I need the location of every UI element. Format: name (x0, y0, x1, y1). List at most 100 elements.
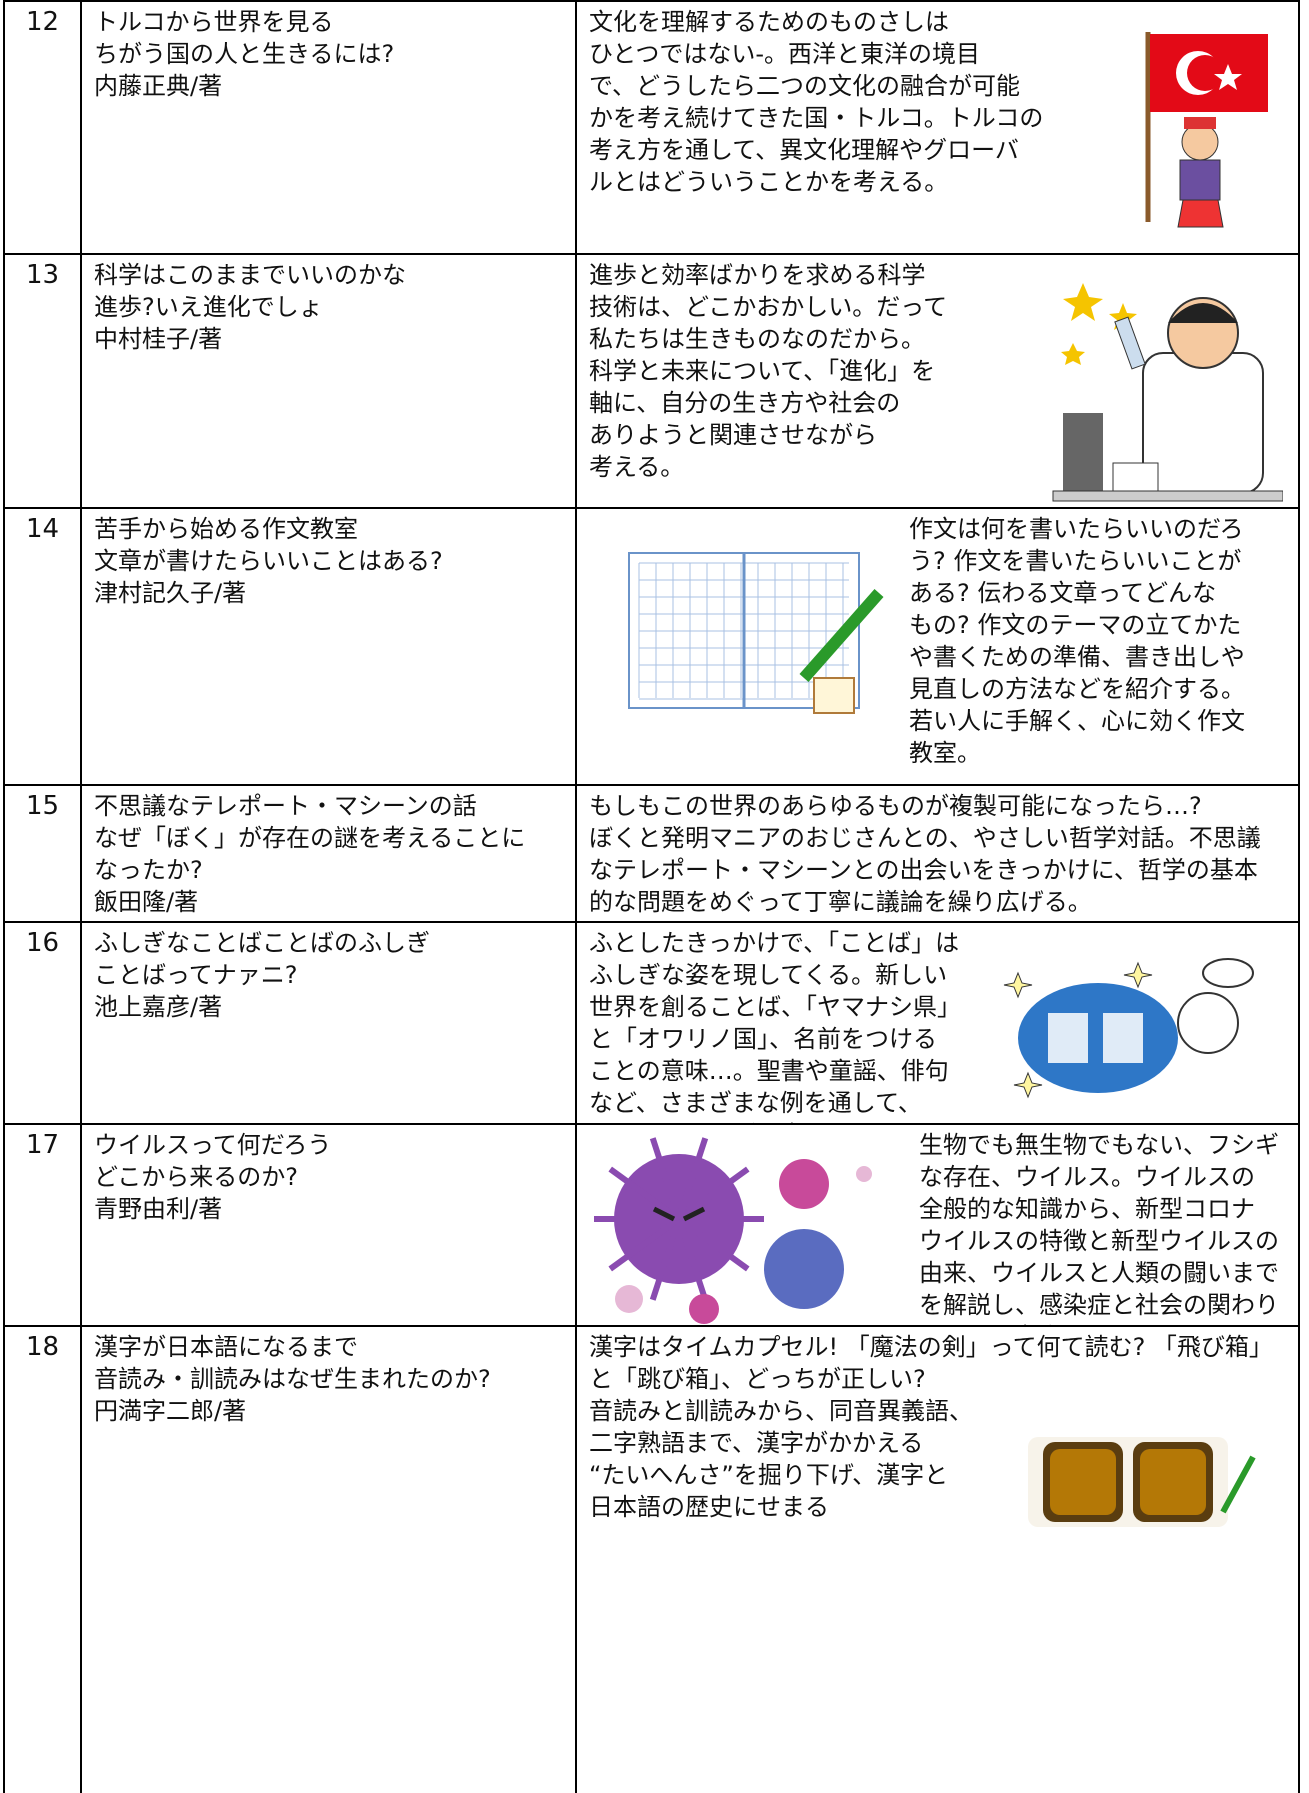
illustration (1128, 22, 1278, 240)
description-line: 進歩と効率ばかりを求める科学 (589, 261, 926, 289)
illustration (988, 943, 1278, 1121)
description-line: で、どうしたら二つの文化の融合が可能 (589, 72, 1021, 100)
description-line: ある? 伝わる文章ってどんな (909, 579, 1217, 607)
description-line: ふしぎな姿を現してくる。新しい (589, 961, 948, 989)
illustration (589, 513, 909, 769)
description-line: 文化を理解するためのものさしは (589, 8, 949, 36)
description-line: ありようと関連させながら (589, 421, 877, 449)
number-cell: 14 (5, 509, 80, 784)
number-cell: 16 (5, 923, 80, 1123)
description-line: う? 作文を書いたらいいことが (909, 547, 1242, 575)
description-line: と「跳び箱」、どっちが正しい? (589, 1365, 926, 1393)
number-cell: 13 (5, 255, 80, 507)
description-line: 世界を創ることば、「ヤマナシ県」 (589, 993, 961, 1021)
book-info-line: 池上嘉彦/著 (94, 993, 223, 1021)
illustration-art (1028, 1437, 1256, 1527)
book-info-line: 中村桂子/著 (94, 325, 223, 353)
description-line: ぼくと発明マニアのおじさんとの、やさしい哲学対話。不思議 (589, 824, 1261, 852)
description-line: と「オワリノ国」、名前をつける (589, 1025, 937, 1053)
book-info-line: 文章が書けたらいいことはある? (94, 547, 443, 575)
book-info-line: なったか? (94, 856, 203, 884)
book-info-cell: ふしぎなことばことばのふしぎ ことばってナァニ? 池上嘉彦/著 (80, 923, 575, 1123)
description-cell: 作文は何を書いたらいいのだろ う? 作文を書いたらいいことが ある? 伝わる文章って… (575, 509, 1298, 784)
table-row: 17 ウイルスって何だろう どこから来るのか? 青野由利/著 生物でも無生物でもない、フ… (5, 1123, 1298, 1325)
description-cell: 生物でも無生物でもない、フシギ な存在、ウイルス。ウイルスの 全般的な知識から、新型… (575, 1125, 1298, 1325)
table-row: 12 トルコから世界を見るちがう国の人と生きるには? 内藤正典/著 文化を理解するため… (5, 0, 1298, 253)
book-info-line: 音読み・訓読みはなぜ生まれたのか? (94, 1365, 491, 1393)
description-line: や書くための準備、書き出しや (909, 643, 1245, 671)
number-cell: 15 (5, 786, 80, 921)
book-info-line: どこから来るのか? (94, 1163, 299, 1191)
book-info-cell: 苦手から始める作文教室 文章が書けたらいいことはある? 津村記久子/著 (80, 509, 575, 784)
description-line: 私たちは生きものなのだから。 (589, 325, 925, 353)
description-cell: 進歩と効率ばかりを求める科学 技術は、どこかおかしい。だって 私たちは生きものなのだ… (575, 255, 1298, 507)
table-row: 16 ふしぎなことばことばのふしぎ ことばってナァニ? 池上嘉彦/著 ふとしたきっかけで… (5, 921, 1298, 1123)
description-line: など、さまざまな例を通して、 (589, 1089, 922, 1117)
book-number: 15 (25, 791, 60, 821)
illustration-art (628, 552, 884, 714)
description-line: ことばのふしぎを考える。 (589, 1119, 1298, 1123)
illustration (1018, 1427, 1258, 1545)
description-line: を解説し、感染症と社会の関わり (919, 1291, 1279, 1319)
table-row: 13 科学はこのままでいいのかな 進歩?いえ進化でしょ 中村桂子/著 進歩と効率ばかりを… (5, 253, 1298, 507)
illustration-art (1052, 283, 1284, 502)
book-number: 17 (25, 1130, 60, 1160)
book-info-line: 漢字が日本語になるまで (94, 1333, 358, 1361)
book-info-line: ことばってナァニ? (94, 961, 298, 989)
description-line: 科学と未来について、「進化」を (589, 357, 936, 385)
table-row: 14 苦手から始める作文教室 文章が書けたらいいことはある? 津村記久子/著 作文は何を… (5, 507, 1298, 784)
book-info-line: トルコから世界を見る (94, 8, 334, 36)
description-line: 二字熟語まで、漢字がかかえる (589, 1429, 924, 1457)
book-info-line: ふしぎなことばことばのふしぎ (94, 929, 430, 957)
description-line: 音読みと訓読みから、同音異義語、 (589, 1397, 973, 1425)
description-line: な存在、ウイルス。ウイルスの (919, 1163, 1255, 1191)
illustration (1043, 263, 1284, 507)
description-cell: 漢字はタイムカプセル! 「魔法の剣」って何て読む? 「飛び箱」 と「跳び箱」、どっ… (575, 1327, 1298, 1793)
description-line: かを考え続けてきた国・トルコ。トルコの (589, 104, 1044, 132)
book-info-line: ウイルスって何だろう (94, 1131, 332, 1159)
book-info-line: 進歩?いえ進化でしょ (94, 293, 323, 321)
description-line: 考える。 (589, 453, 685, 481)
book-info-cell: トルコから世界を見るちがう国の人と生きるには? 内藤正典/著 (80, 2, 575, 253)
description-line: 技術は、どこかおかしい。だって (589, 293, 948, 321)
book-number: 12 (25, 7, 60, 37)
illustration-art (1145, 32, 1268, 228)
description-line: もしもこの世界のあらゆるものが複製可能になったら…? (589, 792, 1202, 820)
description-line: ルとはどういうことかを考える。 (589, 168, 949, 196)
description-line: 作文は何を書いたらいいのだろ (909, 515, 1244, 543)
description-line: 若い人に手解く、心に効く作文 (909, 707, 1245, 735)
description-line: 生物でも無生物でもない、フシギ (919, 1131, 1279, 1159)
description-line: 教室。 (909, 739, 981, 767)
book-info-line: 苦手から始める作文教室 (94, 515, 358, 543)
number-cell: 12 (5, 2, 80, 253)
book-info-cell: 不思議なテレポート・マシーンの話 なぜ「ぼく」が存在の謎を考えることに なったか? 飯… (80, 786, 575, 921)
book-info-cell: ウイルスって何だろう どこから来るのか? 青野由利/著 (80, 1125, 575, 1325)
description-line: “たいへんさ”を掘り下げ、漢字と (589, 1461, 949, 1489)
illustration-art (1003, 958, 1254, 1099)
book-table: 12 トルコから世界を見るちがう国の人と生きるには? 内藤正典/著 文化を理解するため… (3, 0, 1300, 1793)
description-cell: ふとしたきっかけで、「ことば」は ふしぎな姿を現してくる。新しい 世界を創ることば、… (575, 923, 1298, 1123)
book-number: 16 (25, 928, 60, 958)
book-number: 13 (25, 260, 60, 290)
book-info-line: 内藤正典/著 (94, 72, 223, 100)
description-line: について考察する。 (589, 1321, 1298, 1325)
book-info-line: ちがう国の人と生きるには? (94, 40, 395, 68)
description-line: なテレポート・マシーンとの出会いをきっかけに、哲学の基本 (589, 856, 1258, 884)
book-info-line: 不思議なテレポート・マシーンの話 (94, 792, 477, 820)
book-number: 18 (25, 1332, 60, 1362)
number-cell: 18 (5, 1327, 80, 1793)
book-info-line: 飯田隆/著 (94, 888, 199, 916)
description-line: ウイルスの特徴と新型ウイルスの (919, 1227, 1279, 1255)
table-row: 18 漢字が日本語になるまで 音読み・訓読みはなぜ生まれたのか? 円満字二郎/著 漢字は… (5, 1325, 1298, 1793)
description-line: 考え方を通して、異文化理解やグローバ (589, 136, 1019, 164)
book-number: 14 (25, 514, 60, 544)
description-line: ことの意味…。聖書や童謡、俳句 (589, 1057, 949, 1085)
number-cell: 17 (5, 1125, 80, 1325)
description-line: 全般的な知識から、新型コロナ (919, 1195, 1255, 1223)
description-cell: もしもこの世界のあらゆるものが複製可能になったら…? ぼくと発明マニアのおじさんと… (575, 786, 1298, 921)
illustration (589, 1129, 919, 1325)
book-info-line: 青野由利/著 (94, 1195, 223, 1223)
description-line: ふとしたきっかけで、「ことば」は (589, 929, 960, 957)
description-line: 軸に、自分の生き方や社会の (589, 389, 901, 417)
description-line: 由来、ウイルスと人類の闘いまで (919, 1259, 1279, 1287)
